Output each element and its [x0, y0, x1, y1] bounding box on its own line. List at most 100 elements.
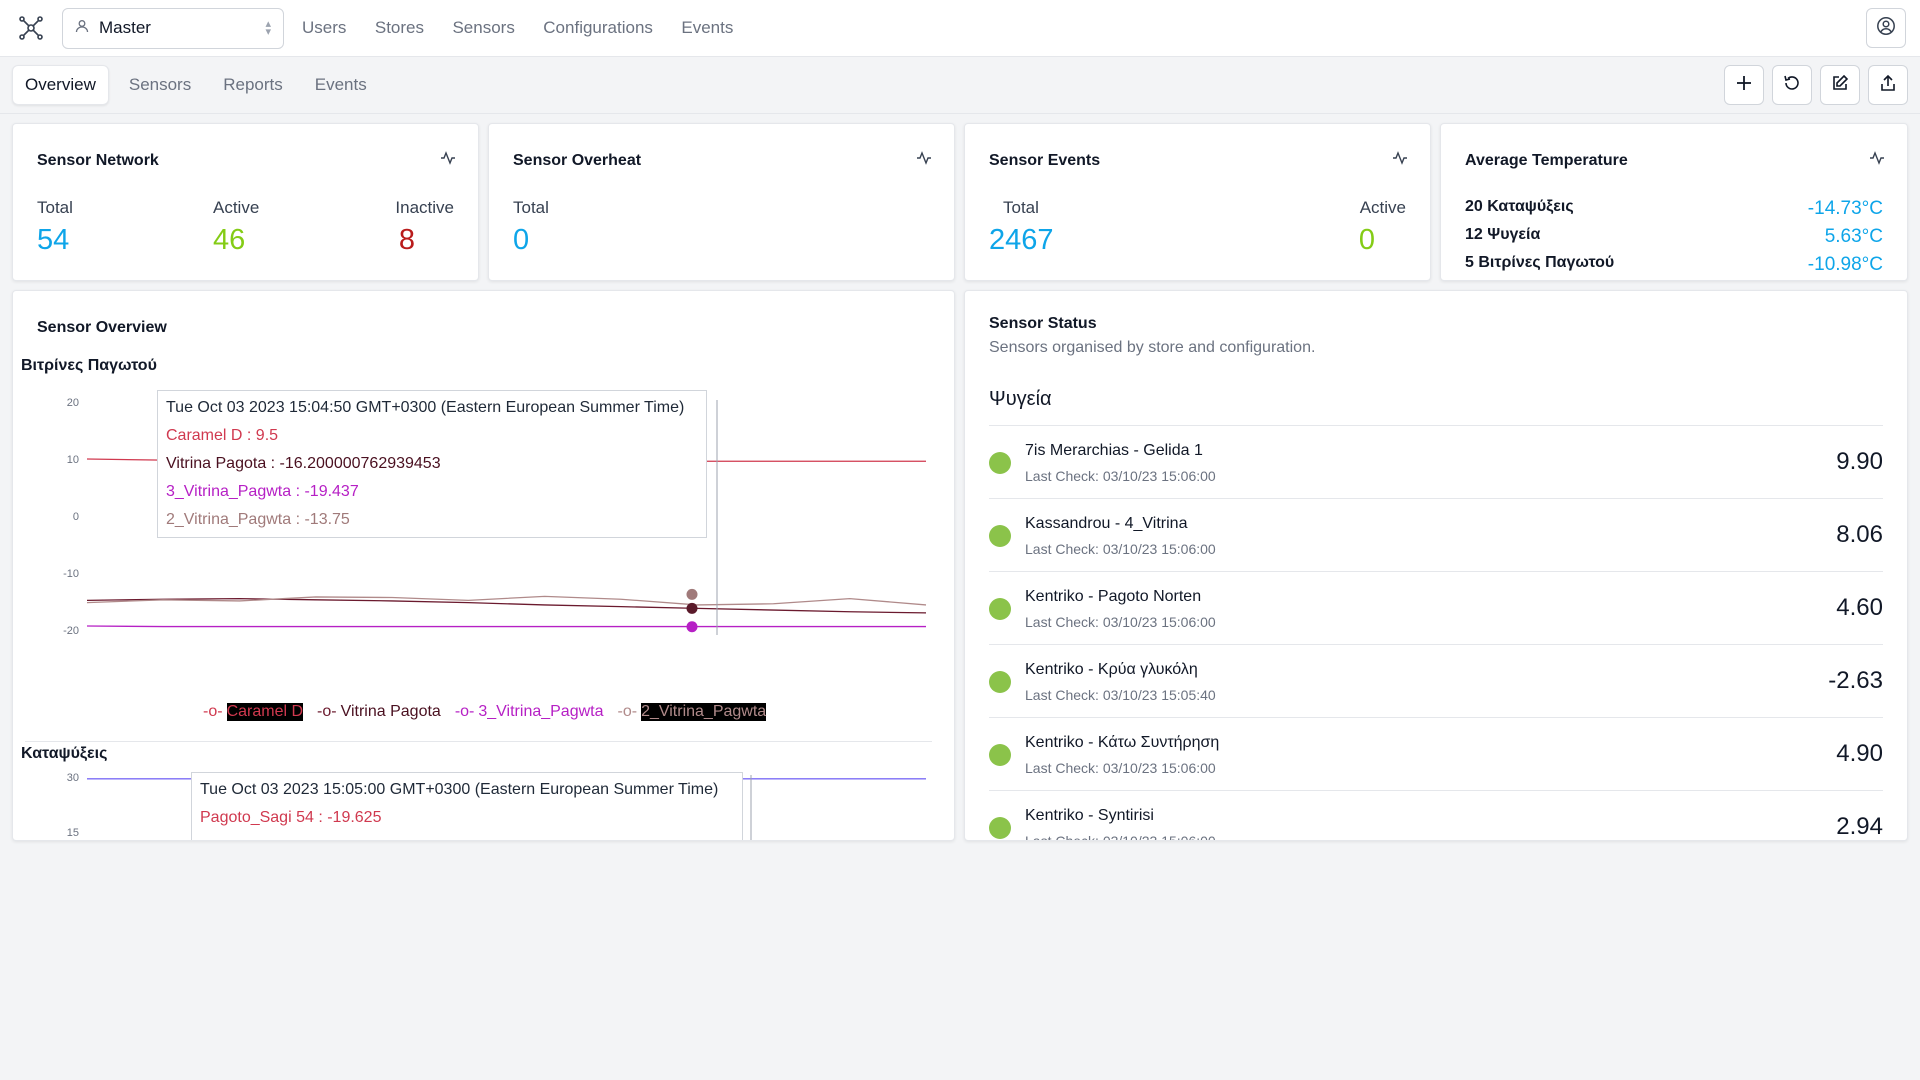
refresh-button[interactable]	[1772, 65, 1812, 105]
sensor-overheat-card: Sensor Overheat Total 0	[488, 123, 955, 281]
active-label: Active	[1359, 198, 1406, 217]
profile-button[interactable]	[1866, 8, 1906, 48]
tab-reports[interactable]: Reports	[223, 75, 283, 94]
temp-row: 12 Ψυγεία 5.63°C	[1465, 226, 1883, 248]
chart1-tooltip: Tue Oct 03 2023 15:04:50 GMT+0300 (Easte…	[157, 390, 707, 538]
legend-item[interactable]: -o- 2_Vitrina_Pagwta	[617, 703, 767, 721]
last-check: Last Check: 03/10/23 15:05:40	[1025, 687, 1216, 703]
sensor-status-card: Sensor Status Sensors organised by store…	[964, 290, 1908, 841]
sensor-name: 7is Merarchias - Gelida 1	[1025, 442, 1203, 459]
sensor-row[interactable]: Kentriko - Κάτω Συντήρηση Last Check: 03…	[989, 717, 1883, 790]
tab-events[interactable]: Events	[314, 75, 367, 94]
series-line-3	[86, 595, 927, 606]
workspace-select-value: Master	[99, 18, 151, 37]
card-title: Sensor Network	[37, 152, 159, 169]
nav-events[interactable]: Events	[681, 18, 734, 37]
average-temperature-card: Average Temperature 20 Καταψύξεις -14.73…	[1440, 123, 1908, 281]
temp-value: -14.73°C	[1807, 198, 1883, 219]
sensor-name: Kassandrou - 4_Vitrina	[1025, 515, 1188, 532]
plus-icon	[1735, 74, 1753, 97]
sensor-row[interactable]: Kentriko - Syntirisi Last Check: 03/10/2…	[989, 790, 1883, 841]
card-title: Sensor Events	[989, 152, 1101, 169]
legend-label: Caramel D	[226, 703, 304, 721]
series-line-2	[86, 625, 926, 628]
temp-label: 5 Βιτρίνες Παγωτού	[1465, 254, 1615, 271]
edit-button[interactable]	[1820, 65, 1860, 105]
activity-icon	[1869, 150, 1885, 171]
legend-item[interactable]: -o- Caramel D	[203, 703, 304, 721]
user-circle-icon	[1876, 16, 1896, 41]
y-tick-label: 30	[67, 772, 79, 784]
last-check: Last Check: 03/10/23 15:06:00	[1025, 541, 1216, 557]
sensor-value: 4.90	[1836, 740, 1883, 767]
top-navbar: Master ▴ ▾ Users Stores Sensors Configura…	[0, 0, 1920, 57]
legend-label: 3_Vitrina_Pagwta	[478, 703, 604, 720]
y-tick-label: -20	[63, 625, 79, 637]
nav-configurations[interactable]: Configurations	[543, 18, 653, 37]
total-value: 0	[513, 224, 530, 256]
inactive-label: Inactive	[395, 198, 454, 217]
sensor-row[interactable]: Kassandrou - 4_Vitrina Last Check: 03/10…	[989, 498, 1883, 571]
status-dot	[989, 744, 1011, 766]
sensor-value: 9.90	[1836, 448, 1883, 475]
active-value: 46	[213, 224, 246, 256]
main-nav: Users Stores Sensors Configurations Even…	[302, 18, 757, 38]
legend-item[interactable]: -o- Vitrina Pagota	[317, 703, 441, 720]
sensor-row[interactable]: Kentriko - Pagoto Norten Last Check: 03/…	[989, 571, 1883, 644]
sensor-value: 8.06	[1836, 521, 1883, 548]
sensor-row[interactable]: 7is Merarchias - Gelida 1 Last Check: 03…	[989, 425, 1883, 498]
temp-value: -10.98°C	[1807, 254, 1883, 275]
divider	[25, 741, 932, 742]
chart2-title: Καταψύξεις	[21, 745, 108, 762]
chart1-legend: -o- Caramel D -o- Vitrina Pagota -o- 3_Vitr…	[203, 703, 767, 721]
tab-overview[interactable]: Overview	[12, 65, 109, 105]
tooltip-time: Tue Oct 03 2023 15:04:50 GMT+0300 (Easte…	[166, 399, 685, 416]
legend-label: Vitrina Pagota	[340, 703, 441, 720]
activity-icon	[440, 150, 456, 171]
total-value: 2467	[989, 224, 1054, 256]
data-point	[686, 621, 698, 633]
nav-sensors[interactable]: Sensors	[452, 18, 515, 37]
temp-label: 12 Ψυγεία	[1465, 226, 1541, 243]
add-button[interactable]	[1724, 65, 1764, 105]
temp-row: 20 Καταψύξεις -14.73°C	[1465, 198, 1883, 220]
active-label: Active	[213, 198, 260, 217]
tooltip-row: Caramel D : 9.5	[166, 427, 279, 444]
temp-value: 5.63°C	[1824, 226, 1883, 247]
last-check: Last Check: 03/10/23 15:06:00	[1025, 614, 1216, 630]
sensor-row[interactable]: Kentriko - Κρύα γλυκόλη Last Check: 03/1…	[989, 644, 1883, 717]
last-check: Last Check: 03/10/23 15:06:00	[1025, 833, 1216, 841]
sensor-value: -2.63	[1828, 667, 1883, 694]
card-title: Average Temperature	[1465, 152, 1628, 169]
series-line-1	[86, 597, 927, 614]
edit-icon	[1831, 74, 1849, 97]
tooltip-row: 3_Vitrina_Pagwta : -19.437	[166, 483, 359, 500]
temp-row: 5 Βιτρίνες Παγωτού -10.98°C	[1465, 254, 1883, 276]
sensor-name: Kentriko - Syntirisi	[1025, 807, 1154, 824]
chevron-updown-icon: ▴ ▾	[265, 18, 271, 38]
nav-stores[interactable]: Stores	[374, 18, 424, 37]
legend-item[interactable]: -o- 3_Vitrina_Pagwta	[454, 703, 604, 720]
legend-label: 2_Vitrina_Pagwta	[641, 703, 767, 721]
sensor-name: Kentriko - Pagoto Norten	[1025, 588, 1202, 605]
tooltip-time: Tue Oct 03 2023 15:05:00 GMT+0300 (Easte…	[200, 781, 719, 798]
toolbar-actions	[1724, 65, 1908, 105]
workspace-select[interactable]: Master ▴ ▾	[62, 7, 284, 49]
export-button[interactable]	[1868, 65, 1908, 105]
refresh-icon	[1783, 74, 1801, 97]
y-tick-label: 15	[67, 827, 79, 839]
tooltip-row: Vitrina Pagota : -16.200000762939453	[166, 455, 441, 472]
y-tick-label: -10	[63, 568, 79, 580]
tab-sensors[interactable]: Sensors	[128, 75, 192, 94]
data-point	[686, 602, 698, 614]
sensor-events-card: Sensor Events Total 2467 Active 0	[964, 123, 1431, 281]
network-nodes-icon[interactable]	[14, 11, 48, 45]
nav-users[interactable]: Users	[302, 18, 347, 37]
card-subtitle: Sensors organised by store and configura…	[989, 339, 1316, 356]
y-tick-label: 0	[73, 511, 79, 523]
sensor-name: Kentriko - Κρύα γλυκόλη	[1025, 661, 1198, 678]
status-dot	[989, 817, 1011, 839]
sensor-name: Kentriko - Κάτω Συντήρηση	[1025, 734, 1220, 751]
group-title: Ψυγεία	[989, 388, 1052, 410]
y-tick-label: 10	[67, 454, 79, 466]
